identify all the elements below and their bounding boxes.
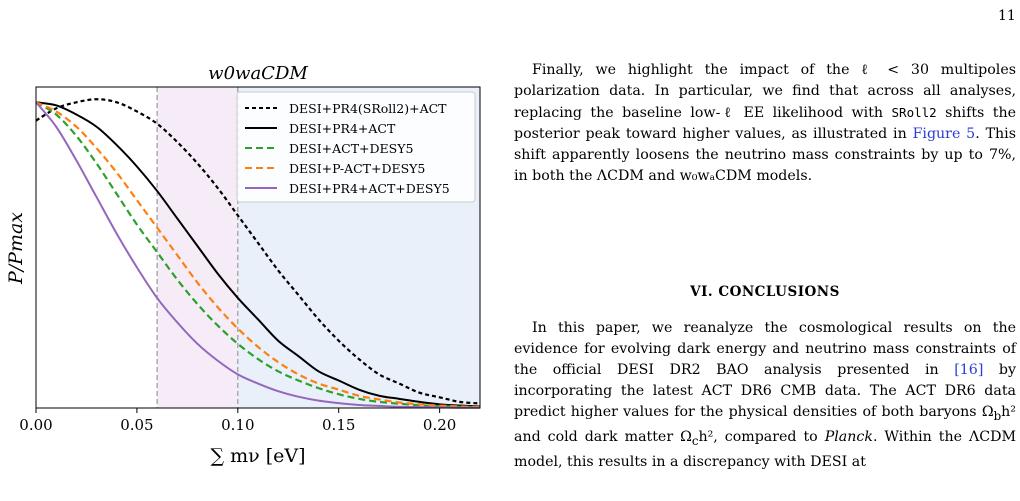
legend-label-1: DESI+PR4+ACT: [289, 121, 396, 136]
legend-label-0: DESI+PR4(SRoll2)+ACT: [289, 101, 447, 116]
x-axis-label: ∑ mν [eV]: [211, 445, 306, 467]
series-line-3: [35, 101, 481, 409]
planck-italic: Planck: [824, 428, 873, 445]
body-text-e: . Within the ΛCDM model, this results in…: [514, 428, 1016, 470]
body-text-d: h², compared to: [698, 428, 825, 445]
x-tick-label-4: 0.20: [423, 416, 456, 434]
figure-5-link[interactable]: Figure 5: [912, 126, 976, 142]
subscript-c: c: [691, 433, 699, 448]
legend-label-4: DESI+PR4+ACT+DESY5: [289, 181, 450, 196]
x-axis-ticks: 0.00 0.05 0.10 0.15 0.20: [19, 408, 456, 434]
intro-text-b: shifts the posterior peak toward higher …: [514, 105, 1016, 142]
subscript-b: b: [993, 408, 1002, 423]
posterior-curves: [35, 98, 481, 409]
conclusions-paragraph: In this paper, we reanalyze the cosmolog…: [514, 318, 1016, 473]
series-line-1: [35, 101, 481, 408]
body-text-a: In this paper, we reanalyze the cosmolog…: [514, 320, 1016, 378]
page-number: 11: [998, 8, 1016, 24]
sroll2-code: SRoll2: [891, 105, 937, 120]
body-text-c: h² and cold dark matter Ω: [514, 404, 1016, 445]
legend-box: [236, 91, 476, 203]
citation-16-link[interactable]: [16]: [954, 362, 984, 378]
legend-label-3: DESI+P-ACT+DESY5: [289, 161, 425, 176]
plot-frame: [35, 86, 481, 409]
intro-text-c: . This shift apparently loosens the neut…: [514, 126, 1016, 184]
x-tick-label-1: 0.05: [120, 416, 153, 434]
section-heading-conclusions: VI. CONCLUSIONS: [690, 284, 840, 300]
body-text-b: by incorporating the latest ACT DR6 CMB …: [514, 362, 1017, 420]
legend: DESI+PR4(SRoll2)+ACT DESI+PR4+ACT DESI+ACT…: [236, 91, 476, 203]
x-tick-label-3: 0.15: [322, 416, 355, 434]
y-axis-label: P/Pmax: [5, 212, 27, 285]
series-line-2: [35, 101, 481, 409]
intro-text-a: Finally, we highlight the impact of the …: [514, 62, 1016, 121]
chart-title: w0waCDM: [208, 63, 308, 84]
series-line-4: [35, 101, 481, 409]
x-tick-label-2: 0.10: [221, 416, 254, 434]
intro-paragraph: Finally, we highlight the impact of the …: [514, 60, 1016, 187]
series-line-0: [35, 98, 481, 405]
neutrino-mass-posterior-figure: 0.00 0.05 0.10 0.15 0.20 w0waCDM ∑ mν [eV] P…: [5, 63, 481, 467]
x-tick-label-0: 0.00: [19, 416, 52, 434]
vertical-lines: [156, 87, 239, 408]
legend-label-2: DESI+ACT+DESY5: [289, 141, 413, 156]
